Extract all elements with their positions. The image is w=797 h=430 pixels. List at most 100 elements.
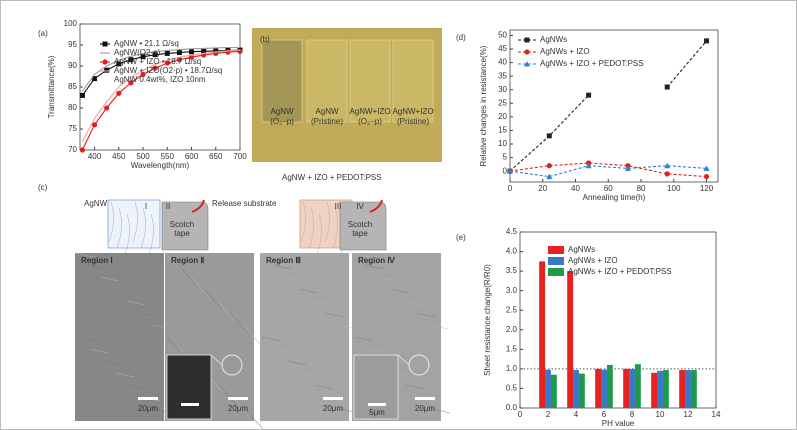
- series-line: [509, 162, 707, 178]
- sem-texture: [216, 300, 236, 322]
- x-tick-label: 450: [112, 152, 126, 161]
- bar: [539, 261, 546, 408]
- x-tick-label: 8: [630, 410, 635, 419]
- bar: [623, 368, 630, 408]
- marker: [140, 54, 146, 60]
- region-label: II: [166, 202, 170, 211]
- y-axis-label: Sheet resistance change(R/R0): [483, 264, 492, 376]
- sem-texture: [76, 336, 96, 342]
- x-tick-label: 60: [604, 184, 613, 193]
- y-axis-label: Transmittance(%): [47, 55, 56, 118]
- sem-image: [260, 253, 349, 421]
- series-line: [81, 46, 240, 92]
- bar: [601, 369, 607, 408]
- nanowire: [324, 201, 330, 243]
- substrate-label: Release substrate: [212, 199, 277, 208]
- marker: [104, 105, 110, 111]
- marker: [664, 84, 670, 90]
- nanowire: [316, 213, 322, 255]
- nanowire: [108, 201, 114, 243]
- marker: [176, 57, 182, 63]
- marker: [703, 165, 710, 171]
- sem-texture: [100, 276, 120, 282]
- scale-bar: [228, 397, 248, 400]
- nanowire: [148, 213, 154, 255]
- legend-label: AgNWs: [540, 35, 567, 44]
- sem-texture: [353, 336, 373, 342]
- sample-label: AgNW: [315, 107, 339, 116]
- scale-bar: [415, 397, 435, 400]
- film-strip: [392, 39, 434, 123]
- sem-title: Region Ⅳ: [358, 256, 395, 265]
- x-tick-label: 400: [88, 152, 102, 161]
- marker: [546, 163, 552, 169]
- bar: [578, 373, 585, 408]
- x-tick-label: 40: [571, 184, 580, 193]
- sem-title: Region Ⅱ: [171, 256, 204, 265]
- sem-texture: [287, 360, 307, 366]
- bar: [651, 372, 658, 408]
- sem-texture: [390, 288, 410, 294]
- bar: [567, 271, 574, 408]
- marker: [507, 168, 513, 174]
- legend-label: AgNW + IZO(O2-p) • 18.7Ω/sq: [114, 66, 222, 75]
- sem-texture: [259, 252, 279, 258]
- marker: [703, 173, 710, 180]
- sem-texture: [366, 348, 386, 354]
- x-tick-label: 2: [546, 410, 551, 419]
- nanowire: [332, 207, 338, 249]
- scale-bar: [323, 397, 343, 400]
- legend-label: AgNWs + IZO: [540, 47, 590, 56]
- y-tick-label: 20: [498, 112, 507, 121]
- x-axis-label: PH value: [602, 419, 635, 428]
- marker: [79, 92, 85, 98]
- marker: [128, 80, 134, 86]
- marker: [152, 52, 158, 58]
- marker: [704, 38, 710, 44]
- nanowire: [300, 201, 306, 243]
- x-tick-label: 80: [637, 184, 646, 193]
- legend-label: AgNWs + IZO: [568, 256, 618, 265]
- region-label: I: [145, 202, 147, 211]
- x-tick-label: 550: [161, 152, 175, 161]
- panel-label: (d): [456, 33, 466, 42]
- sample-label: (Pristine): [311, 117, 343, 126]
- sem-texture: [87, 264, 107, 270]
- panel-label: (c): [38, 183, 48, 192]
- legend-label: AgNW • 21.1 Ω/sq: [114, 39, 179, 48]
- legend-label: AgNWs + IZO + PEDOT:PSS: [540, 59, 644, 68]
- marker: [128, 57, 134, 63]
- plot-frame: [509, 29, 719, 183]
- bar: [634, 364, 641, 408]
- sem-texture: [405, 384, 425, 390]
- x-tick-label: 20: [538, 184, 547, 193]
- scale-bar: [138, 397, 158, 400]
- legend-label: AgNWs: [568, 245, 595, 254]
- film-label: AgNW: [84, 199, 108, 208]
- sem-texture: [166, 336, 186, 358]
- marker: [164, 60, 170, 66]
- inset-scale-label: 5μm: [182, 408, 198, 417]
- marker: [237, 48, 243, 54]
- marker: [102, 59, 108, 65]
- scale-bar: [368, 403, 386, 406]
- marker: [140, 71, 146, 77]
- sem-texture: [300, 372, 320, 378]
- y-tick-label: 0: [503, 166, 508, 175]
- sem-texture: [190, 276, 210, 298]
- film-strip: [349, 39, 391, 123]
- sem-texture: [274, 348, 294, 354]
- y-tick-label: 10: [498, 139, 507, 148]
- y-tick-label: 4.5: [506, 227, 518, 236]
- y-axis-label: Relative changes in resistance(%): [479, 45, 488, 166]
- peel-arrow: [191, 199, 205, 213]
- y-tick-label: 40: [498, 58, 507, 67]
- bar: [690, 370, 697, 408]
- bar: [606, 364, 613, 408]
- bar: [685, 370, 691, 408]
- y-tick-label: 1.5: [506, 344, 518, 353]
- y-tick-label: 0.5: [506, 384, 518, 393]
- y-tick-label: 90: [68, 61, 77, 70]
- marker: [586, 92, 592, 98]
- x-tick-label: 100: [667, 184, 681, 193]
